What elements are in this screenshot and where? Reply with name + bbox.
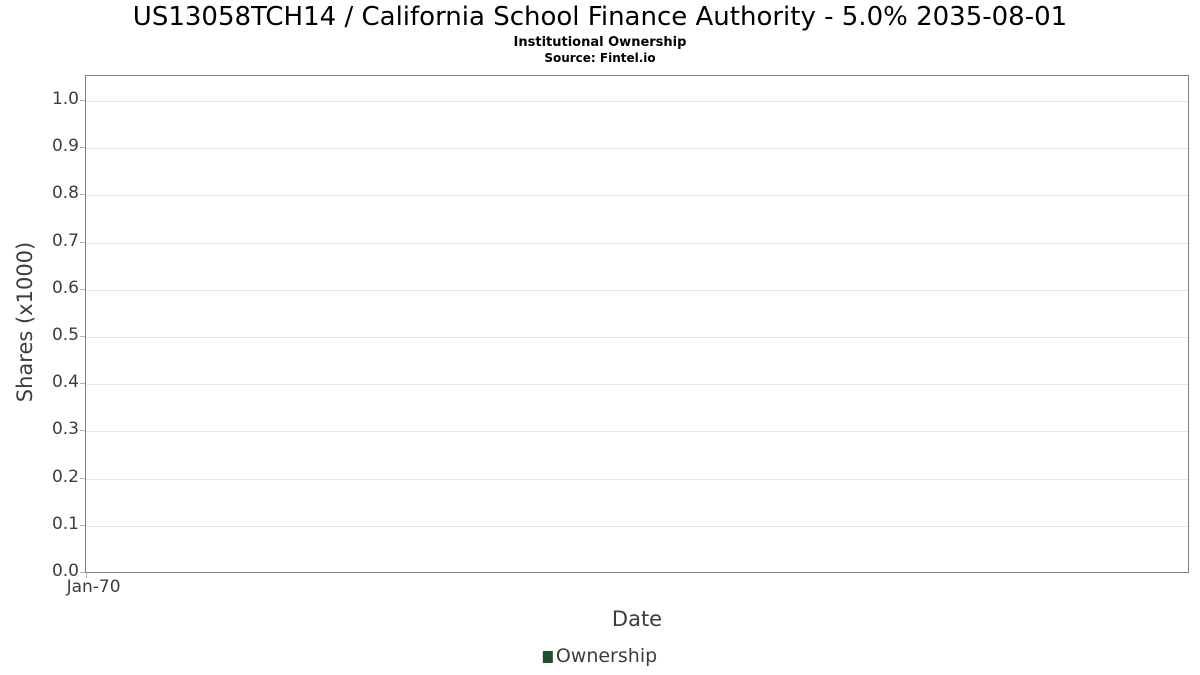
x-axis-title: Date (611, 607, 663, 631)
legend-square-marker-icon (542, 651, 553, 663)
y-tick-label-0.6: 0.6 (51, 278, 79, 298)
y-tick-label-0.9: 0.9 (51, 136, 79, 156)
y-tick-mark-0.7 (80, 242, 85, 243)
gridline-y-1.0 (86, 101, 1188, 102)
y-axis-title: Shares (x1000) (13, 241, 37, 403)
gridline-y-0.5 (86, 337, 1188, 338)
y-tick-mark-1.0 (80, 100, 85, 101)
legend: Ownership (542, 645, 658, 667)
y-tick-label-0.4: 0.4 (51, 372, 79, 392)
y-tick-mark-0.6 (80, 289, 85, 290)
y-tick-mark-0.2 (80, 478, 85, 479)
gridline-y-0.6 (86, 290, 1188, 291)
y-tick-mark-0.3 (80, 430, 85, 431)
y-tick-label-0.5: 0.5 (51, 325, 79, 345)
y-tick-label-0.3: 0.3 (51, 419, 79, 439)
plot-area (85, 75, 1189, 573)
y-tick-mark-0.9 (80, 147, 85, 148)
y-tick-mark-0.1 (80, 525, 85, 526)
y-tick-label-1.0: 1.0 (51, 89, 79, 109)
y-tick-label-0.1: 0.1 (51, 514, 79, 534)
y-tick-label-0.2: 0.2 (51, 467, 79, 487)
y-tick-label-0.7: 0.7 (51, 231, 79, 251)
gridline-y-0.9 (86, 148, 1188, 149)
gridline-y-0.4 (86, 384, 1188, 385)
y-tick-mark-0.4 (80, 383, 85, 384)
gridline-y-0.8 (86, 195, 1188, 196)
y-tick-mark-0.8 (80, 194, 85, 195)
gridline-y-0.1 (86, 526, 1188, 527)
y-tick-label-0.0: 0.0 (51, 561, 79, 581)
chart-source-label: Source: Fintel.io (544, 51, 656, 65)
x-tick-label-jan-70: Jan-70 (66, 577, 121, 597)
chart-title: US13058TCH14 / California School Finance… (132, 2, 1068, 32)
legend-label-ownership: Ownership (555, 645, 658, 667)
chart-subtitle: Institutional Ownership (513, 35, 687, 50)
gridline-y-0.7 (86, 243, 1188, 244)
y-tick-label-0.8: 0.8 (51, 183, 79, 203)
y-tick-mark-0.0 (80, 572, 85, 573)
gridline-y-0.3 (86, 431, 1188, 432)
y-tick-mark-0.5 (80, 336, 85, 337)
gridline-y-0.2 (86, 479, 1188, 480)
x-tick-mark (86, 573, 87, 578)
